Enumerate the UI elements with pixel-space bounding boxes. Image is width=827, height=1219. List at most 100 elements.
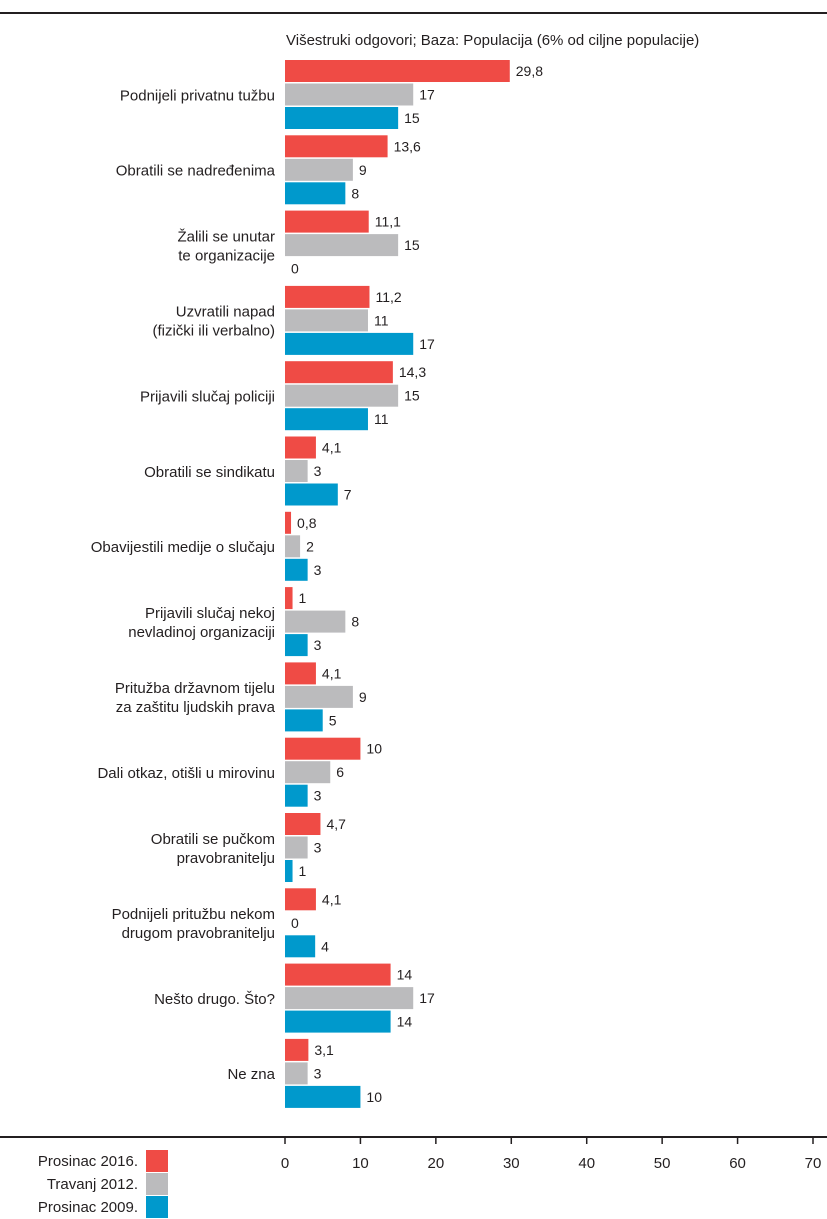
bar (285, 737, 361, 760)
data-label: 15 (404, 237, 420, 253)
data-label: 17 (419, 990, 435, 1006)
data-label: 3,1 (314, 1042, 334, 1058)
bar (285, 987, 414, 1010)
data-label: 14 (397, 967, 413, 983)
data-label: 11,1 (375, 214, 401, 230)
bar (285, 1085, 361, 1108)
x-tick-label: 20 (428, 1155, 445, 1172)
category-label-line: Obavijestili medije o slučaju (91, 539, 275, 556)
data-label: 3 (314, 637, 322, 653)
data-label: 4,7 (326, 816, 346, 832)
legend-swatch (146, 1150, 168, 1172)
category-label: Žalili se unutar te organizacije (177, 228, 275, 264)
bar (285, 234, 399, 257)
bar (285, 210, 369, 233)
bar (285, 361, 393, 384)
bar (285, 332, 414, 355)
x-tick-label: 0 (281, 1155, 289, 1172)
data-label: 9 (359, 689, 367, 705)
bar (285, 511, 292, 534)
bar (285, 408, 368, 431)
category-label: Prijavili slučaj nekoj nevladinoj organiz… (128, 605, 275, 641)
category-label: Obavijestili medije o slučaju (91, 539, 275, 556)
bar (285, 610, 346, 633)
category-label-line: nevladinoj organizaciji (128, 624, 275, 641)
data-label: 3 (314, 840, 322, 856)
data-label: 15 (404, 388, 420, 404)
bar (285, 285, 370, 308)
category-label-line: (fizički ili verbalno) (152, 323, 275, 340)
x-tick-label: 10 (352, 1155, 369, 1172)
category-label: Obratili se nadređenima (116, 163, 276, 180)
data-label: 2 (306, 538, 314, 554)
category-label-line: Podnijeli privatnu tužbu (120, 87, 275, 104)
legend: Prosinac 2016. Travanj 2012. Prosinac 2009… (38, 1150, 168, 1218)
data-label: 3 (314, 1065, 322, 1081)
x-tick-label: 30 (503, 1155, 520, 1172)
bar (285, 784, 308, 807)
data-label: 17 (419, 336, 435, 352)
data-label: 4,1 (322, 891, 342, 907)
category-label-line: za zaštitu ljudskih prava (116, 699, 276, 716)
category-label: Podnijeli pritužbu nekom drugom pravobran… (112, 906, 275, 942)
bar (285, 107, 399, 129)
data-label: 10 (366, 741, 382, 757)
legend-swatch (146, 1173, 168, 1195)
bar (285, 888, 316, 911)
data-label: 0 (291, 915, 299, 931)
bar (285, 761, 331, 784)
bar (285, 483, 338, 506)
category-label: Nešto drugo. Što? (154, 991, 275, 1008)
data-label: 0 (291, 261, 299, 277)
data-label: 4,1 (322, 665, 342, 681)
category-label-line: te organizacije (178, 247, 275, 264)
bar (285, 1038, 309, 1061)
category-label-line: drugom pravobranitelju (122, 925, 275, 942)
bar (285, 83, 414, 106)
category-label-line: Žalili se unutar (177, 228, 275, 245)
legend-label: Prosinac 2016. (38, 1153, 138, 1170)
category-label-line: Dali otkaz, otišli u mirovinu (97, 765, 275, 782)
data-label: 7 (344, 487, 352, 503)
category-label-line: Prijavili slučaj nekoj (145, 605, 275, 622)
data-label: 3 (314, 788, 322, 804)
bar (285, 135, 388, 158)
data-label: 11,2 (375, 289, 401, 305)
bar (285, 836, 308, 859)
bar (285, 558, 308, 581)
data-label: 4 (321, 938, 329, 954)
data-label: 1 (299, 863, 307, 879)
category-label: Podnijeli privatnu tužbu (120, 87, 275, 104)
data-label: 14 (397, 1014, 413, 1030)
x-tick-label: 40 (578, 1155, 595, 1172)
data-label: 8 (351, 614, 359, 630)
category-label: Obratili se pučkom pravobranitelju (151, 831, 275, 867)
bar (285, 158, 353, 181)
x-tick-label: 70 (805, 1155, 822, 1172)
bar (285, 1062, 308, 1085)
category-label: Obratili se sindikatu (144, 464, 275, 481)
data-label: 5 (329, 712, 337, 728)
category-label-line: pravobranitelju (177, 850, 275, 867)
data-label: 11 (374, 411, 389, 427)
bar (285, 963, 391, 986)
category-label-line: Pritužba državnom tijelu (115, 680, 275, 697)
bar (285, 813, 321, 835)
x-axis-ticks: 0 10 20 30 40 50 60 70 (281, 1137, 822, 1172)
data-label: 13,6 (394, 138, 421, 154)
data-label: 11 (374, 312, 389, 328)
category-label: Dali otkaz, otišli u mirovinu (97, 765, 275, 782)
data-label: 17 (419, 87, 435, 103)
legend-swatch (146, 1196, 168, 1218)
data-label: 3 (314, 562, 322, 578)
x-tick-label: 60 (729, 1155, 746, 1172)
category-label: Pritužba državnom tijelu za zaštitu ljuds… (115, 680, 276, 716)
data-label: 4,1 (322, 440, 342, 456)
legend-label: Travanj 2012. (47, 1176, 138, 1193)
data-label: 15 (404, 110, 420, 126)
data-label: 8 (351, 185, 359, 201)
bar (285, 685, 353, 708)
category-label-line: Obratili se pučkom (151, 831, 275, 848)
bar (285, 935, 316, 958)
